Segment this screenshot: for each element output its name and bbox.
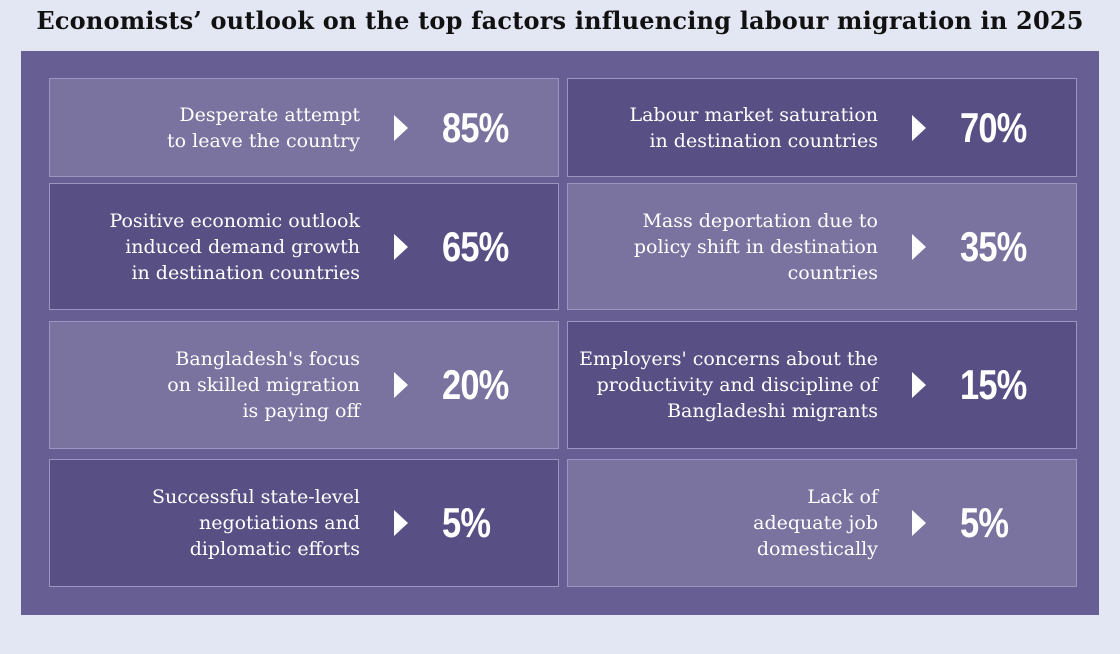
factor-card: Lack of adequate job domestically 5% xyxy=(567,459,1077,587)
factor-percentage-value: 65% xyxy=(442,222,509,270)
factor-percentage-value: 20% xyxy=(442,361,509,408)
factor-percentage: 5% xyxy=(960,499,1019,547)
factor-percentage: 15% xyxy=(960,361,1041,409)
triangle-right-icon xyxy=(394,510,408,536)
factor-card: Bangladesh's focus on skilled migration … xyxy=(49,321,559,449)
factor-percentage-value: 5% xyxy=(442,499,491,546)
triangle-right-icon xyxy=(912,114,926,141)
factor-label: Mass deportation due to policy shift in … xyxy=(633,209,878,284)
factor-percentage: 85% xyxy=(442,104,523,152)
triangle-right-icon xyxy=(394,233,408,260)
triangle-right-icon xyxy=(912,233,926,260)
factor-label: Bangladesh's focus on skilled migration … xyxy=(167,348,360,422)
factor-percentage-value: 70% xyxy=(960,103,1027,151)
triangle-right-icon xyxy=(394,372,408,398)
factor-label: Desperate attempt to leave the country xyxy=(167,103,360,152)
factor-card: Desperate attempt to leave the country 85… xyxy=(49,78,559,177)
factor-card: Labour market saturation in destination … xyxy=(567,78,1077,177)
factor-percentage-value: 85% xyxy=(442,103,509,151)
factor-label: Successful state-level negotiations and … xyxy=(151,486,360,560)
factor-card: Successful state-level negotiations and … xyxy=(49,459,559,587)
factor-label: Employers' concerns about the productivi… xyxy=(579,348,878,422)
factor-percentage-value: 15% xyxy=(960,361,1027,408)
factor-percentage: 70% xyxy=(960,104,1041,152)
factor-percentage-value: 5% xyxy=(960,499,1009,546)
factor-percentage-value: 35% xyxy=(960,222,1027,270)
factor-label: Labour market saturation in destination … xyxy=(629,103,878,152)
chart-title: Economists’ outlook on the top factors i… xyxy=(36,6,1084,35)
factor-percentage: 20% xyxy=(442,361,523,409)
triangle-right-icon xyxy=(912,372,926,398)
factor-percentage: 5% xyxy=(442,499,501,547)
factor-percentage: 35% xyxy=(960,223,1041,271)
triangle-right-icon xyxy=(912,510,926,536)
factor-percentage: 65% xyxy=(442,223,523,271)
factor-card: Mass deportation due to policy shift in … xyxy=(567,183,1077,310)
factor-label: Positive economic outlook induced demand… xyxy=(109,209,360,284)
factors-panel: Desperate attempt to leave the country 85… xyxy=(21,51,1099,615)
factor-card: Positive economic outlook induced demand… xyxy=(49,183,559,310)
triangle-right-icon xyxy=(394,114,408,141)
factor-label: Lack of adequate job domestically xyxy=(753,486,878,560)
factor-card: Employers' concerns about the productivi… xyxy=(567,321,1077,449)
